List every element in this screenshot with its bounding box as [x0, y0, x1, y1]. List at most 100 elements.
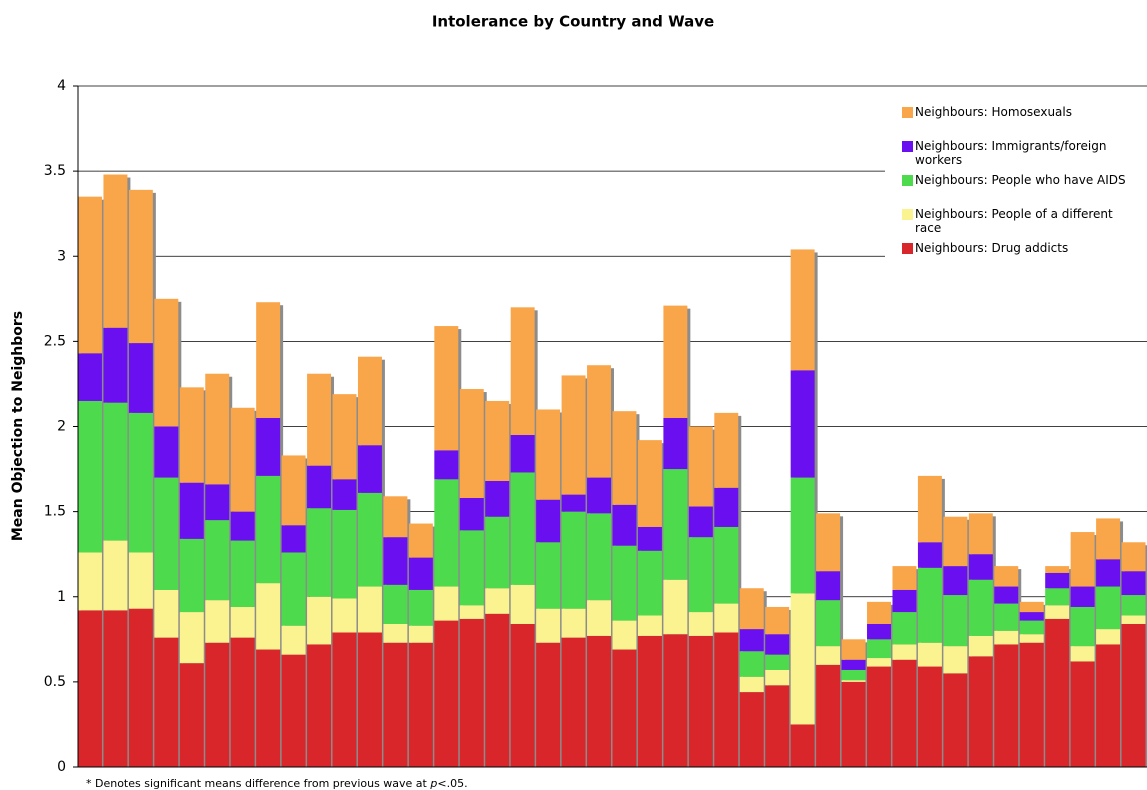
bar-segment — [332, 479, 357, 510]
bar-segment — [78, 353, 102, 401]
bar-segment — [765, 669, 790, 686]
bar-segment — [867, 639, 891, 659]
legend-label: Neighbours: Drug addicts — [915, 241, 1069, 255]
footnote-text: * Denotes significant means difference f… — [86, 777, 430, 790]
bar-segment — [1019, 601, 1044, 613]
bar-segment — [230, 511, 255, 541]
bar-segment — [408, 642, 433, 767]
legend-label: Neighbours: Homosexuals — [915, 105, 1072, 119]
bar-segment — [307, 596, 332, 645]
bar-segment — [841, 659, 866, 670]
footnote-text: p — [429, 777, 437, 790]
bar-segment — [459, 389, 484, 499]
bar-segment — [841, 669, 866, 681]
y-tick-label: 0.5 — [44, 674, 66, 690]
legend-swatch — [902, 107, 913, 118]
legend-entry: Neighbours: Homosexuals — [915, 105, 1072, 119]
bar-segment — [816, 664, 841, 767]
bar-segment — [688, 537, 713, 613]
bar-segment — [561, 511, 586, 609]
bar-segment — [688, 612, 713, 636]
bar-segment — [459, 498, 484, 531]
bar-segment — [256, 583, 281, 650]
legend-swatch — [902, 141, 913, 152]
bar-segment — [230, 407, 255, 512]
bar-segment — [1096, 644, 1121, 767]
bar-segment — [968, 513, 993, 555]
bar-segment — [917, 542, 942, 568]
bar-segment — [587, 477, 611, 514]
bar-segment — [281, 625, 306, 655]
y-tick-label: 2 — [57, 419, 66, 435]
legend-entry: Neighbours: Immigrants/foreign workers — [915, 139, 1106, 167]
bar-segment — [230, 637, 255, 767]
bar-segment — [78, 610, 102, 767]
bar-segment — [1045, 566, 1070, 573]
bar-segment — [536, 642, 561, 767]
bar-segment — [867, 623, 891, 640]
bar-segment — [179, 538, 204, 613]
plot-area — [78, 85, 1147, 768]
bar-segment — [943, 595, 968, 647]
bar-segment — [536, 499, 561, 543]
bar-segment — [103, 402, 128, 541]
bar-segment — [459, 605, 484, 619]
bar-segment — [179, 387, 204, 483]
bar-segment — [357, 445, 382, 493]
bar-segment — [154, 477, 179, 590]
bar-segment — [663, 469, 688, 580]
bar-segment — [78, 552, 102, 611]
bar-segment — [968, 656, 993, 767]
bar-segment — [357, 356, 382, 446]
bar-segment — [612, 545, 637, 621]
bar-segment — [408, 557, 433, 590]
bar-segment — [994, 630, 1019, 645]
bar-segment — [587, 513, 611, 601]
bar-segment — [1045, 588, 1070, 606]
bar-segment — [434, 586, 459, 621]
bar-segment — [994, 644, 1019, 767]
bar-segment — [205, 600, 230, 643]
legend: Neighbours: Homosexuals Neighbours: Immig… — [885, 100, 1147, 270]
bar-segment — [408, 625, 433, 643]
bar-segment — [485, 588, 510, 614]
bar-segment — [1121, 542, 1146, 572]
bar-segment — [179, 612, 204, 664]
bar-segment — [612, 620, 637, 650]
legend-entry: Neighbours: Drug addicts — [915, 241, 1069, 255]
bar-segment — [994, 586, 1019, 604]
bar-segment — [128, 608, 153, 767]
bar-segment — [637, 550, 662, 616]
bar-segment — [1070, 532, 1095, 587]
bar-segment — [968, 635, 993, 657]
bar-segment — [332, 632, 357, 767]
bar-segment — [561, 375, 586, 495]
bar-segment — [994, 603, 1019, 631]
bar-segment — [612, 411, 637, 505]
legend-label: Neighbours: People of a different race — [915, 207, 1113, 235]
bar-segment — [357, 586, 382, 633]
bar-segment — [688, 426, 713, 507]
bar-segment — [663, 417, 688, 470]
bar-segment — [790, 477, 815, 594]
bar-segment — [536, 608, 561, 643]
bar-segment — [383, 584, 408, 624]
bar-segment — [1121, 623, 1146, 767]
bar-segment — [128, 189, 153, 344]
bar-segment — [867, 658, 891, 667]
bar-segment — [968, 579, 993, 636]
bar-segment — [510, 623, 535, 767]
y-axis-title: Mean Objection to Neighbors — [10, 311, 26, 541]
bar-segment — [714, 412, 739, 488]
bar-segment — [383, 537, 408, 585]
bar-segment — [230, 606, 255, 638]
bar-segment — [1045, 618, 1070, 767]
bar-segment — [281, 525, 306, 553]
y-tick-label: 3 — [57, 248, 66, 264]
y-tick-label: 1 — [57, 589, 66, 605]
bar-segment — [765, 654, 790, 670]
bar-segment — [943, 566, 968, 596]
bar-segment — [383, 623, 408, 643]
bar-segment — [688, 635, 713, 767]
bar-segment — [485, 516, 510, 589]
